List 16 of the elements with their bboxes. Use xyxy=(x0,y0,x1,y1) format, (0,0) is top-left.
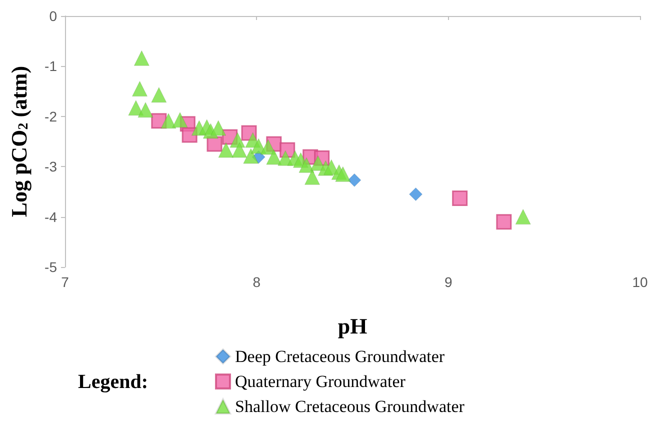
x-tick-label: 8 xyxy=(252,274,261,290)
y-tick-label: -3 xyxy=(44,158,58,175)
x-tick-label: 7 xyxy=(61,274,70,290)
y-tick-label: -2 xyxy=(44,108,58,124)
y-tick-label: 0 xyxy=(49,8,58,24)
legend-label: Deep Cretaceous Groundwater xyxy=(235,347,445,366)
legend-label: Quaternary Groundwater xyxy=(235,372,406,391)
y-axis-title: Log pCO2 (atm) xyxy=(6,66,32,218)
legend-title: Legend: xyxy=(78,371,148,393)
legend-label: Shallow Cretaceous Groundwater xyxy=(235,397,465,416)
y-tick-label: -4 xyxy=(44,208,58,225)
y-tick-label: -5 xyxy=(44,259,58,275)
x-axis-title: pH xyxy=(338,314,368,338)
x-tick-label: 9 xyxy=(444,274,452,290)
x-tick-label: 10 xyxy=(632,274,648,290)
y-tick-label: -1 xyxy=(44,58,58,74)
